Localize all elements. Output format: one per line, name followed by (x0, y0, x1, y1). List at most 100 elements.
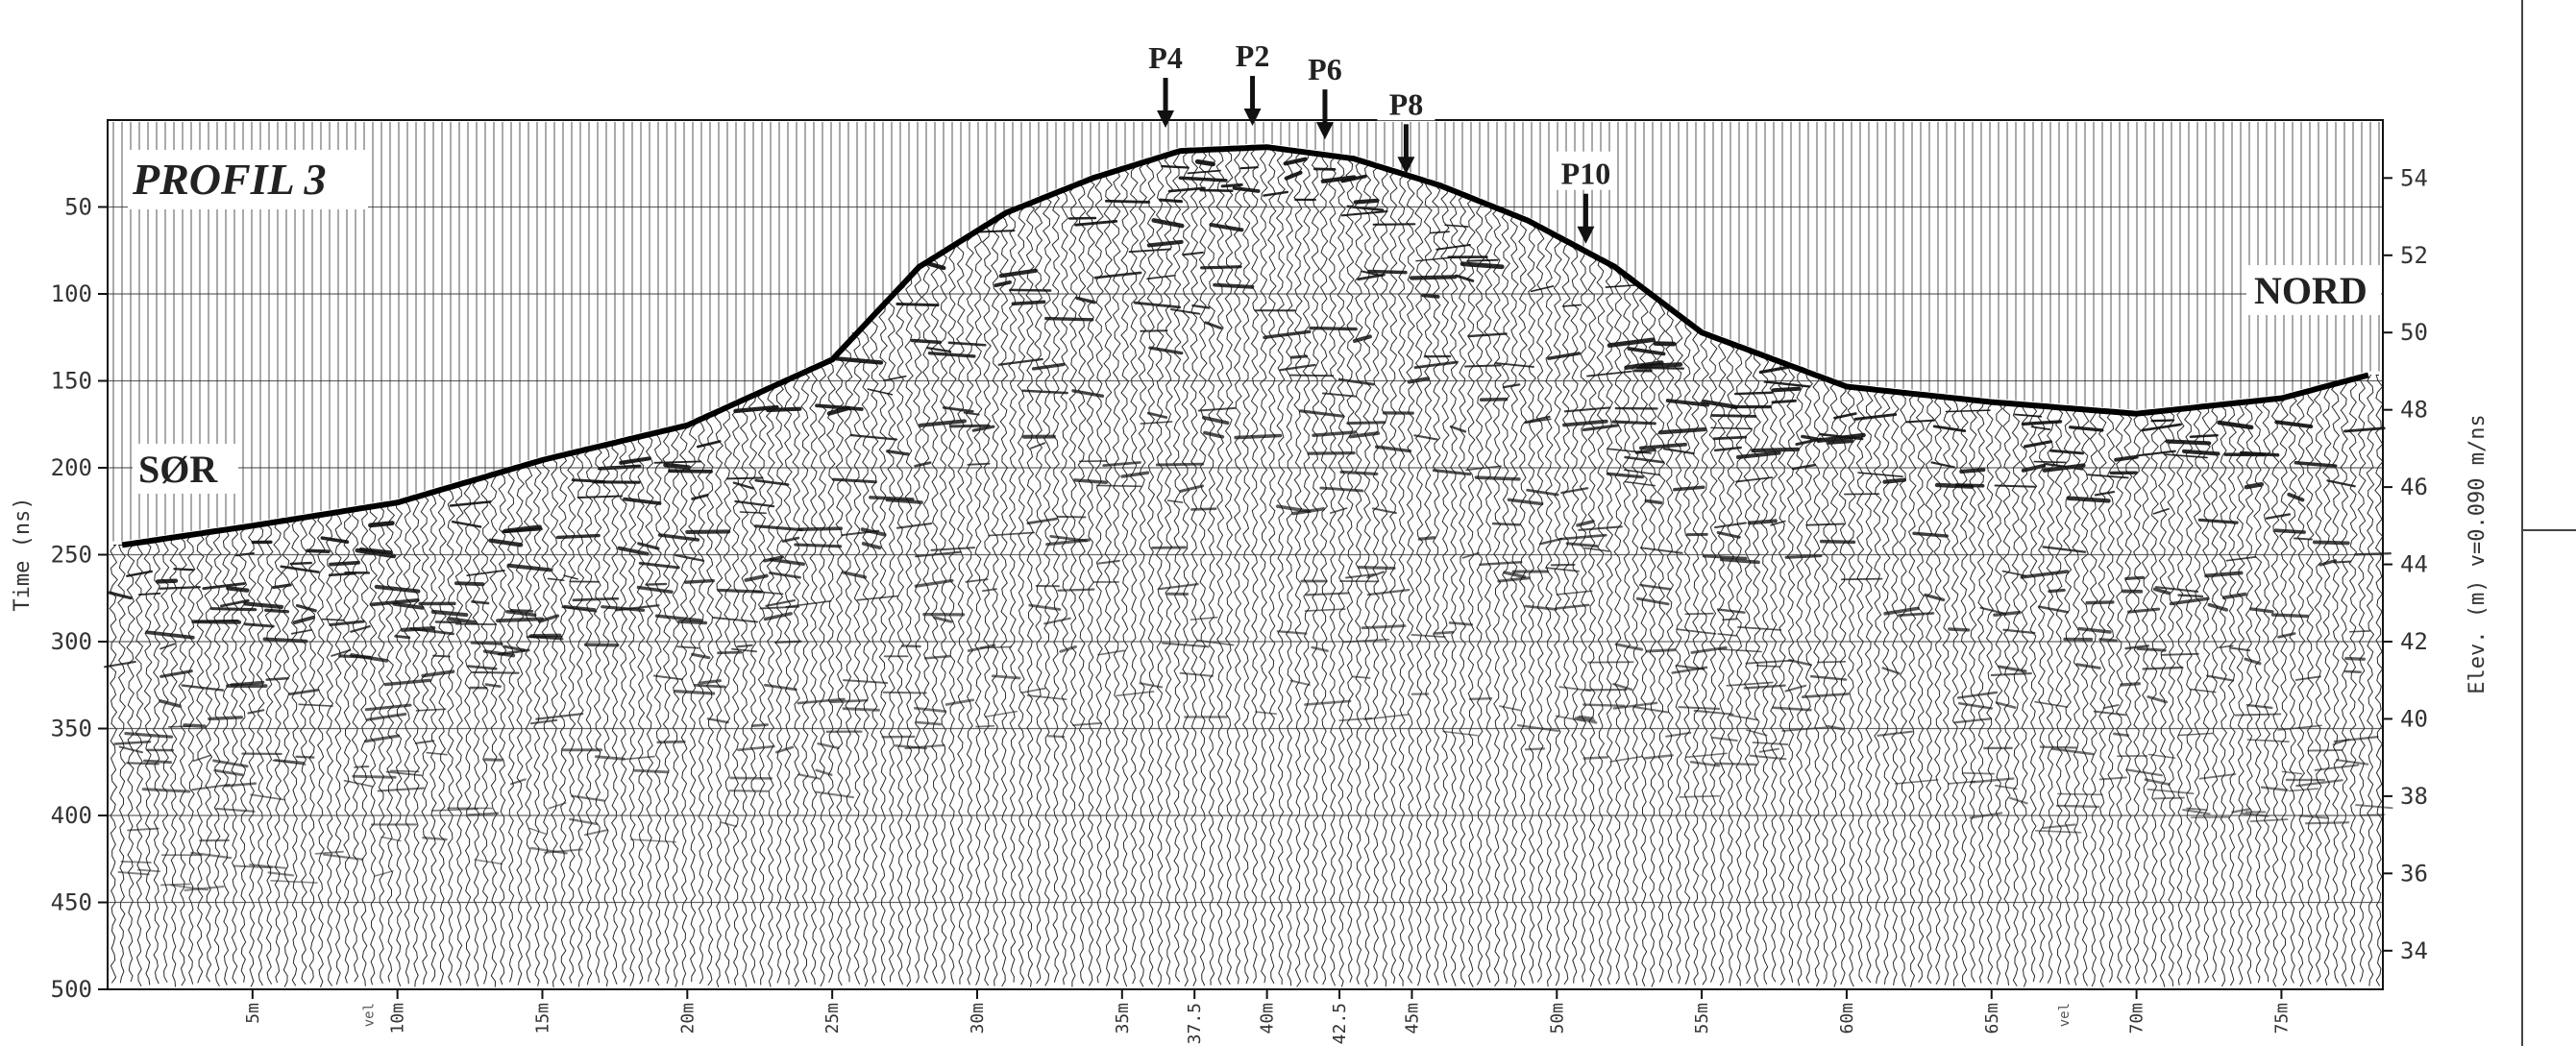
reflector-streak (1565, 542, 1599, 548)
reflector-streak (1494, 362, 1534, 368)
reflector-streak (2034, 829, 2082, 834)
reflector-streak (1710, 414, 1757, 418)
reflector-streak (739, 511, 767, 515)
wiggle-trace (368, 505, 378, 985)
reflector-streak (1555, 715, 1586, 722)
reflector-streak (1026, 694, 1067, 701)
reflector-streak (1684, 612, 1714, 616)
elevation-tick-label: 54 (2400, 164, 2428, 191)
reflector-streak (1353, 198, 1380, 205)
wiggle-trace (1138, 161, 1147, 987)
reflector-streak (571, 794, 605, 802)
reflector-streak (1289, 374, 1335, 377)
reflector-streak (1187, 169, 1221, 175)
reflector-streak (1304, 608, 1346, 612)
wiggle-trace (1681, 321, 1692, 985)
wiggle-trace (1311, 153, 1320, 985)
reflector-streak (1582, 703, 1626, 707)
wiggle-trace (1587, 254, 1597, 987)
reflector-streak (1561, 304, 1582, 307)
surface-reflector-line (121, 144, 2369, 548)
reflector-streak (1675, 664, 1705, 670)
reflector-streak (601, 605, 646, 612)
reflector-streak (2277, 724, 2322, 731)
reflector-streak (454, 581, 485, 587)
wiggle-trace (593, 446, 602, 984)
reflector-streak (1197, 406, 1237, 412)
wiggle-trace (1993, 401, 2003, 985)
wiggle-trace (1414, 178, 1424, 986)
reflector-streak (1432, 469, 1472, 476)
reflector-streak (653, 460, 702, 464)
reflector-streak (509, 778, 527, 786)
reflector-streak (1254, 711, 1278, 716)
reflector-streak (1930, 461, 1956, 469)
reflector-streak (322, 853, 364, 861)
wiggle-trace (1223, 148, 1234, 985)
elevation-tick-label: 38 (2400, 783, 2428, 810)
wiggle-trace (1190, 149, 1200, 986)
reflector-streak (1128, 248, 1172, 254)
reflector-streak (2069, 426, 2104, 432)
reflector-streak (717, 650, 743, 655)
wiggle-trace (1370, 164, 1382, 985)
time-tick-label: 200 (51, 454, 92, 481)
reflector-streak (2189, 434, 2219, 439)
reflector-streak (1816, 432, 1866, 444)
reflector-streak (505, 610, 537, 618)
wiggle-trace (1406, 175, 1415, 984)
reflector-streak (2182, 808, 2211, 815)
left-direction-backdrop (133, 444, 238, 494)
reflector-streak (815, 791, 854, 799)
reflector-streak (2024, 440, 2052, 449)
reflector-streak (1607, 337, 1656, 348)
reflector-streak (1665, 731, 1692, 738)
reflector-streak (1882, 477, 1907, 484)
reflector-streak (2098, 776, 2127, 781)
distance-tick-label: 55m (1692, 1003, 1712, 1034)
reflector-streak (2077, 626, 2112, 634)
wiggle-trace (2210, 404, 2220, 983)
wiggle-trace (739, 399, 749, 987)
wiggle-trace (160, 538, 170, 984)
reflector-streak (1139, 682, 1164, 689)
reflector-streak (562, 604, 597, 612)
reflector-streak (1026, 517, 1058, 525)
reflector-streak (422, 836, 448, 841)
south-label: SØR (138, 448, 218, 491)
reflector-streak (1030, 442, 1046, 450)
reflector-streak (1020, 687, 1046, 694)
marker-label: P8 (1389, 86, 1424, 121)
distance-tick-label: 35m (1113, 1003, 1133, 1034)
wiggle-trace (195, 532, 205, 984)
wiggle-trace (2357, 376, 2367, 983)
wiggle-trace (549, 456, 559, 988)
reflector-streak (2125, 768, 2163, 777)
wiggle-trace (2123, 412, 2133, 985)
wiggle-trace (1025, 203, 1036, 987)
reflector-streak (691, 494, 709, 500)
reflector-streak (2137, 450, 2176, 457)
ground-surface-reflector (121, 144, 2369, 548)
reflector-streak (750, 723, 770, 727)
reflector-streak (617, 546, 650, 556)
reflector-streak (730, 647, 758, 653)
reflector-streak (2287, 492, 2305, 502)
wiggle-trace (316, 513, 326, 988)
wiggle-trace (2140, 412, 2150, 984)
wiggle-trace (1207, 149, 1216, 985)
reflector-streak (1455, 274, 1475, 282)
wiggle-trace (169, 536, 179, 987)
wiggle-trace (2253, 400, 2263, 984)
reflector-streak (1502, 383, 1521, 389)
wiggle-trace (774, 382, 784, 984)
reflector-streak (1491, 522, 1521, 526)
reflector-streak (331, 648, 352, 657)
reflector-streak (1460, 261, 1505, 270)
reflector-streak (1011, 300, 1046, 306)
reflector-streak (971, 425, 995, 432)
reflector-streak (1711, 736, 1738, 742)
reflector-streak (927, 351, 976, 358)
wiggle-trace (1535, 226, 1546, 983)
reflector-streak (1413, 434, 1438, 441)
